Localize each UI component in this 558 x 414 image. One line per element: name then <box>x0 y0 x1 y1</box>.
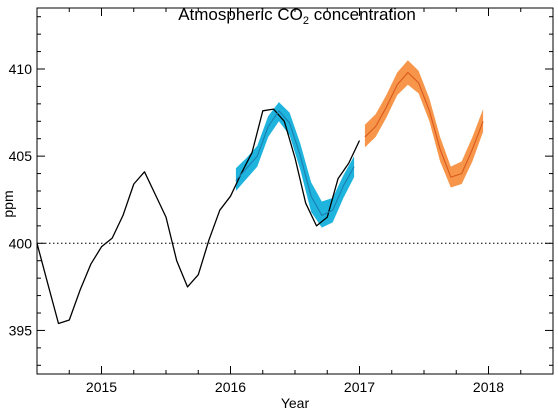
uncertainty-bands <box>235 60 484 228</box>
x-tick-label: 2018 <box>473 379 504 395</box>
chart-title-subscript: 2 <box>303 15 309 27</box>
x-axis-ticks: 2015 2016 2017 2018 <box>36 8 554 395</box>
x-tick-label: 2015 <box>86 379 117 395</box>
y-tick-label: 410 <box>9 61 33 77</box>
forecast-line <box>364 71 484 178</box>
y-tick-label: 395 <box>9 322 33 338</box>
y-axis-ticks: 395 400 405 410 <box>9 16 553 366</box>
chart-title-prefix: Atmospheric CO <box>178 5 303 24</box>
y-tick-label: 400 <box>9 235 33 251</box>
plot-frame <box>36 7 554 375</box>
chart-title-suffix: concentration <box>309 5 416 24</box>
series-lines <box>36 71 484 325</box>
observed-line <box>36 108 361 325</box>
x-tick-label: 2016 <box>215 379 246 395</box>
forecast-band <box>364 60 484 188</box>
x-axis-label: Year <box>281 395 310 411</box>
x-tick-label: 2017 <box>344 379 375 395</box>
chart-title: Atmospheric CO2 concentration <box>178 5 416 27</box>
hindcast-line <box>235 110 355 216</box>
hindcast-band <box>235 102 355 228</box>
y-axis-label: ppm <box>0 190 16 217</box>
y-tick-label: 405 <box>9 148 33 164</box>
